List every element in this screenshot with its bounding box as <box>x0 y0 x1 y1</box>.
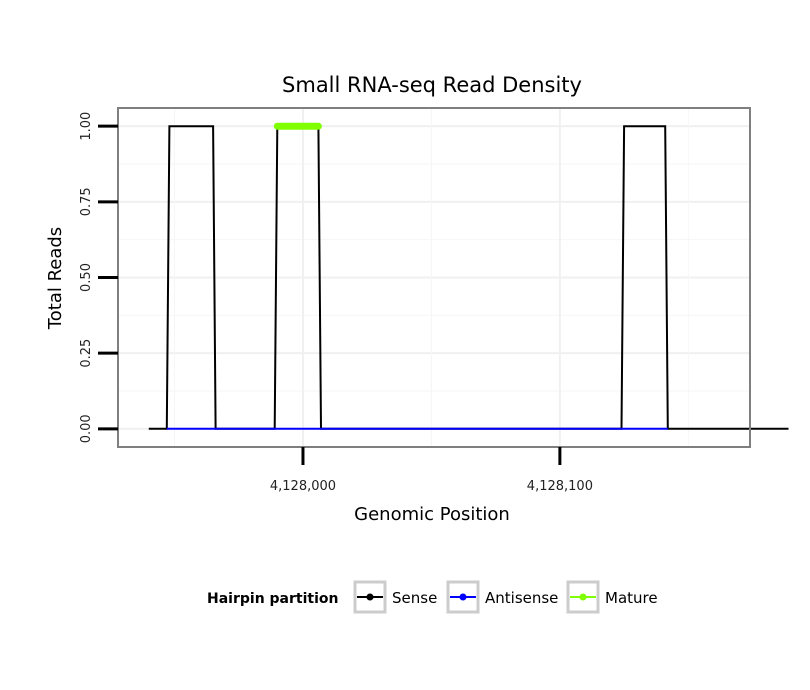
y-tick-label: 0.50 <box>79 263 94 292</box>
x-axis: 4,128,000 4,128,100 <box>270 447 593 494</box>
y-tick-label: 1.00 <box>79 112 94 141</box>
legend-title: Hairpin partition <box>207 591 338 607</box>
legend-label-mature: Mature <box>605 589 658 607</box>
legend-key-dot-antisense <box>459 593 467 601</box>
y-tick-label: 0.25 <box>79 339 94 368</box>
legend-label-antisense: Antisense <box>485 589 558 607</box>
y-axis: 0.00 0.25 0.50 0.75 1.00 <box>79 112 118 443</box>
legend-label-sense: Sense <box>392 589 437 607</box>
legend-key-dot-mature <box>579 593 587 601</box>
x-axis-title: Genomic Position <box>354 504 510 525</box>
legend-key-dot-sense <box>366 593 374 601</box>
chart-title: Small RNA-seq Read Density <box>282 73 582 97</box>
y-tick-label: 0.00 <box>79 414 94 443</box>
legend: Hairpin partition Sense Antisense Mature <box>207 580 658 614</box>
x-tick-label: 4,128,000 <box>270 479 336 494</box>
series-layer <box>148 122 789 430</box>
x-tick-label: 4,128,100 <box>527 479 593 494</box>
y-tick-label: 0.75 <box>79 187 94 216</box>
y-axis-title: Total Reads <box>45 227 66 330</box>
